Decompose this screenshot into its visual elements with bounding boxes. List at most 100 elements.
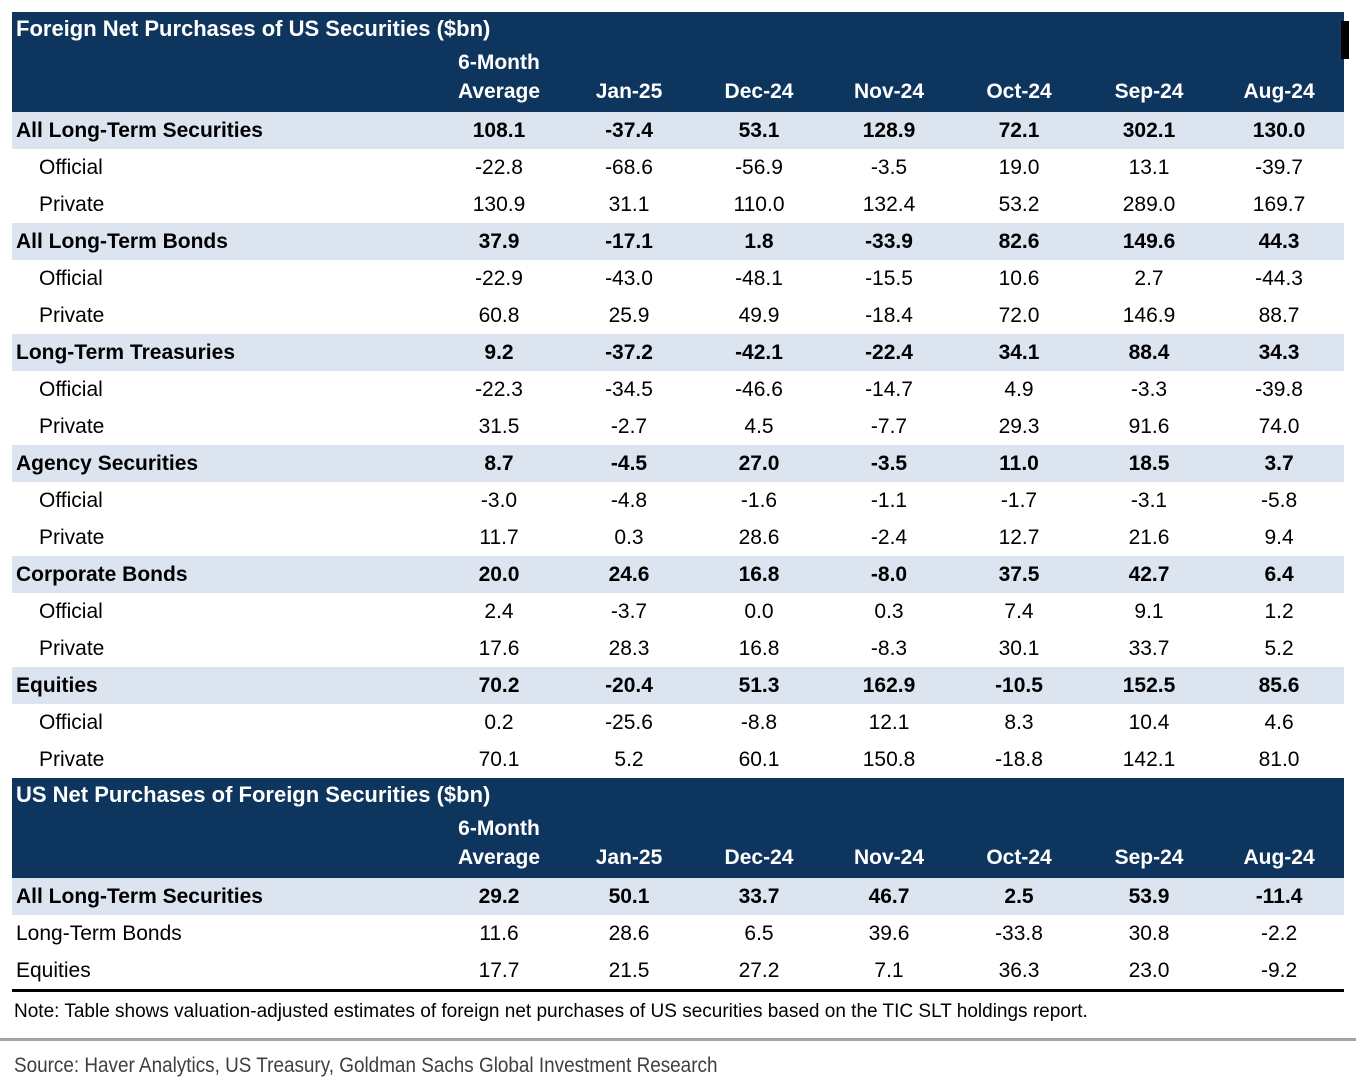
cell-value: -25.6 — [564, 704, 694, 741]
table-row: Private 31.5 -2.7 4.5 -7.7 29.3 91.6 74.0 — [12, 408, 1345, 445]
cell-value: 51.3 — [694, 667, 824, 704]
cell-value: -22.9 — [434, 260, 564, 297]
cell-value: -8.0 — [824, 556, 954, 593]
table-row: Official 2.4 -3.7 0.0 0.3 7.4 9.1 1.2 — [12, 593, 1345, 630]
table-title: Foreign Net Purchases of US Securities (… — [12, 12, 1345, 46]
column-header-sep-24: Sep-24 — [1084, 812, 1214, 878]
cell-value: 42.7 — [1084, 556, 1214, 593]
column-header-oct-24: Oct-24 — [954, 46, 1084, 112]
cell-value: 12.7 — [954, 519, 1084, 556]
cell-value: 6.4 — [1214, 556, 1345, 593]
cell-value: 4.6 — [1214, 704, 1345, 741]
table-row: Long-Term Bonds 11.6 28.6 6.5 39.6 -33.8 30.8-… — [12, 915, 1345, 952]
cell-value: -9.2 — [1214, 952, 1345, 989]
cell-value: 53.1 — [694, 112, 824, 149]
cell-value: 37.9 — [434, 223, 564, 260]
cell-value: 25.9 — [564, 297, 694, 334]
cell-value: 18.5 — [1084, 445, 1214, 482]
research-exhibit-page: Foreign Net Purchases of US Securities (… — [0, 12, 1356, 1092]
table-title: US Net Purchases of Foreign Securities (… — [12, 778, 1345, 812]
cell-value: -2.7 — [564, 408, 694, 445]
column-header-spacer — [12, 46, 434, 112]
cell-value: 10.6 — [954, 260, 1084, 297]
row-label: Official — [12, 704, 434, 741]
table-row: Corporate Bonds 20.0 24.6 16.8 -8.0 37.5 42.7 6… — [12, 556, 1345, 593]
cell-value: 2.5 — [954, 878, 1084, 915]
cell-value: 91.6 — [1084, 408, 1214, 445]
cell-value: 2.4 — [434, 593, 564, 630]
column-header-jan-25: Jan-25 — [564, 812, 694, 878]
column-header-jan-25: Jan-25 — [564, 46, 694, 112]
row-label: Equities — [12, 667, 434, 704]
cell-value: -22.8 — [434, 149, 564, 186]
cell-value: 88.7 — [1214, 297, 1345, 334]
cell-value: 9.1 — [1084, 593, 1214, 630]
scrollbar-thumb[interactable] — [1341, 21, 1349, 59]
cell-value: 28.6 — [564, 915, 694, 952]
cell-value: 169.7 — [1214, 186, 1345, 223]
cell-value: -17.1 — [564, 223, 694, 260]
row-label: Corporate Bonds — [12, 556, 434, 593]
table-row: Private 130.9 31.1 110.0 132.4 53.2 289.0 169.7 — [12, 186, 1345, 223]
row-label: Long-Term Treasuries — [12, 334, 434, 371]
table-row: Official -22.9 -43.0 -48.1 -15.5 10.6 2.7 -44.3 — [12, 260, 1345, 297]
cell-value: -42.1 — [694, 334, 824, 371]
row-label: Long-Term Bonds — [12, 915, 434, 952]
table-row: Private 11.7 0.3 28.6 -2.4 12.7 21.6 9.4 — [12, 519, 1345, 556]
cell-value: 12.1 — [824, 704, 954, 741]
cell-value: -3.1 — [1084, 482, 1214, 519]
cell-value: -8.8 — [694, 704, 824, 741]
cell-value: 11.0 — [954, 445, 1084, 482]
cell-value: 27.2 — [694, 952, 824, 989]
table-row: Long-Term Treasuries 9.2 -37.2 -42.1 -22.4 34… — [12, 334, 1345, 371]
cell-value: -22.4 — [824, 334, 954, 371]
column-header-sep-24: Sep-24 — [1084, 46, 1214, 112]
cell-value: 1.8 — [694, 223, 824, 260]
cell-value: 27.0 — [694, 445, 824, 482]
cell-value: 49.9 — [694, 297, 824, 334]
cell-value: 7.1 — [824, 952, 954, 989]
table-header-row: US Net Purchases of Foreign Securities (… — [12, 778, 1345, 812]
column-header-line1: 6-Month — [458, 51, 540, 74]
cell-value: -33.9 — [824, 223, 954, 260]
cell-value: 108.1 — [434, 112, 564, 149]
cell-value: 60.8 — [434, 297, 564, 334]
table-row: Official -22.8 -68.6 -56.9 -3.5 19.0 13.1 -39.7 — [12, 149, 1345, 186]
cell-value: 16.8 — [694, 630, 824, 667]
cell-value: -3.5 — [824, 445, 954, 482]
row-label: Official — [12, 482, 434, 519]
cell-value: 5.2 — [1214, 630, 1345, 667]
horizontal-divider — [0, 1038, 1356, 1041]
table-body: All Long-Term Securities 29.2 50.1 33.7 46.7… — [12, 878, 1345, 989]
cell-value: -48.1 — [694, 260, 824, 297]
cell-value: 4.9 — [954, 371, 1084, 408]
row-label: All Long-Term Securities — [12, 112, 434, 149]
cell-value: 7.4 — [954, 593, 1084, 630]
cell-value: 146.9 — [1084, 297, 1214, 334]
cell-value: -43.0 — [564, 260, 694, 297]
row-label: Private — [12, 297, 434, 334]
table-foreign-net-purchases: Foreign Net Purchases of US Securities (… — [12, 12, 1345, 778]
column-header-nov-24: Nov-24 — [824, 46, 954, 112]
cell-value: -10.5 — [954, 667, 1084, 704]
cell-value: 81.0 — [1214, 741, 1345, 778]
cell-value: 142.1 — [1084, 741, 1214, 778]
cell-value: -3.5 — [824, 149, 954, 186]
cell-value: 16.8 — [694, 556, 824, 593]
cell-value: 29.2 — [434, 878, 564, 915]
cell-value: -18.8 — [954, 741, 1084, 778]
cell-value: 0.0 — [694, 593, 824, 630]
column-header-dec-24: Dec-24 — [694, 812, 824, 878]
cell-value: 289.0 — [1084, 186, 1214, 223]
table-row: All Long-Term Securities 29.2 50.1 33.7 46.7… — [12, 878, 1345, 915]
cell-value: 28.3 — [564, 630, 694, 667]
cell-value: 0.3 — [824, 593, 954, 630]
cell-value: -2.2 — [1214, 915, 1345, 952]
row-label: Official — [12, 149, 434, 186]
cell-value: -20.4 — [564, 667, 694, 704]
column-header-oct-24: Oct-24 — [954, 812, 1084, 878]
cell-value: -34.5 — [564, 371, 694, 408]
cell-value: 37.5 — [954, 556, 1084, 593]
cell-value: 302.1 — [1084, 112, 1214, 149]
table-row: Official 0.2 -25.6 -8.8 12.1 8.3 10.4 4.6 — [12, 704, 1345, 741]
